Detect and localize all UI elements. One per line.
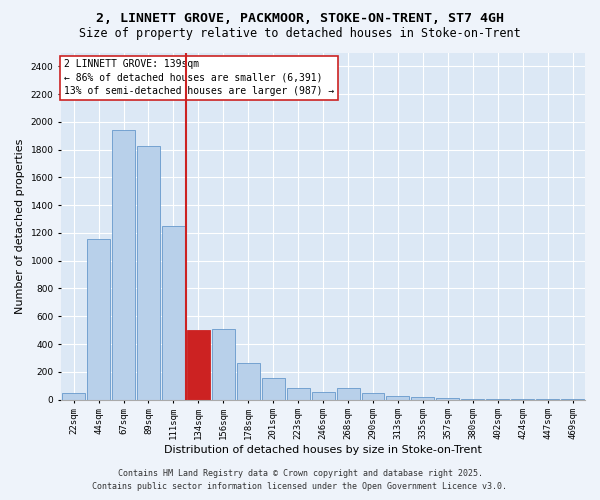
Text: Size of property relative to detached houses in Stoke-on-Trent: Size of property relative to detached ho… bbox=[79, 28, 521, 40]
Bar bbox=[87, 238, 110, 400]
Bar bbox=[436, 398, 459, 400]
Bar bbox=[461, 399, 484, 400]
Bar bbox=[62, 392, 85, 400]
Bar bbox=[262, 378, 284, 400]
Bar bbox=[287, 388, 310, 400]
Bar bbox=[162, 226, 185, 400]
Text: Contains HM Land Registry data © Crown copyright and database right 2025.
Contai: Contains HM Land Registry data © Crown c… bbox=[92, 470, 508, 491]
Text: 2 LINNETT GROVE: 139sqm
← 86% of detached houses are smaller (6,391)
13% of semi: 2 LINNETT GROVE: 139sqm ← 86% of detache… bbox=[64, 60, 334, 96]
X-axis label: Distribution of detached houses by size in Stoke-on-Trent: Distribution of detached houses by size … bbox=[164, 445, 482, 455]
Bar bbox=[112, 130, 135, 400]
Bar bbox=[237, 363, 260, 400]
Y-axis label: Number of detached properties: Number of detached properties bbox=[15, 138, 25, 314]
Bar bbox=[386, 396, 409, 400]
Bar bbox=[212, 329, 235, 400]
Bar bbox=[337, 388, 359, 400]
Bar bbox=[137, 146, 160, 400]
Bar bbox=[187, 330, 210, 400]
Bar bbox=[412, 397, 434, 400]
Bar bbox=[362, 392, 385, 400]
Text: 2, LINNETT GROVE, PACKMOOR, STOKE-ON-TRENT, ST7 4GH: 2, LINNETT GROVE, PACKMOOR, STOKE-ON-TRE… bbox=[96, 12, 504, 26]
Bar bbox=[311, 392, 335, 400]
